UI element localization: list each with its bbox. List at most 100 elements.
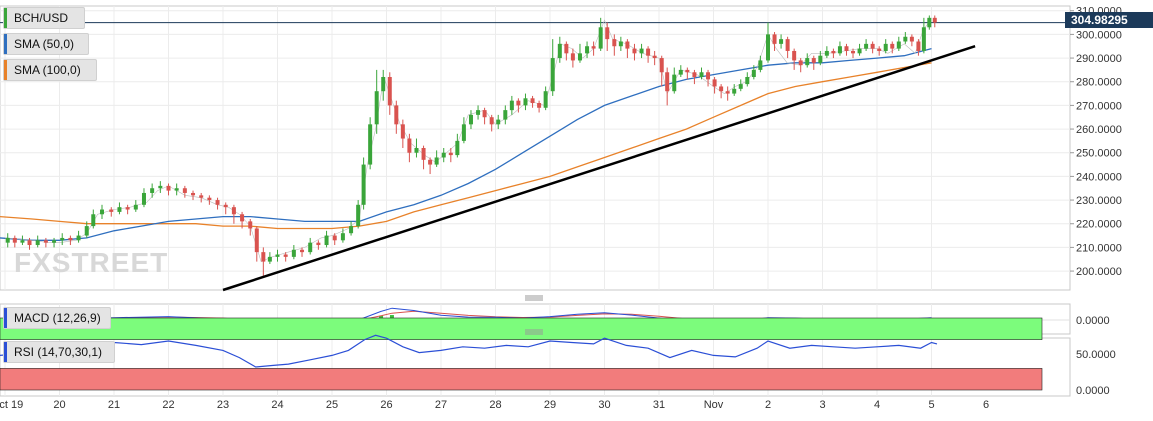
legend-sma100[interactable]: SMA (100,0) [3,59,97,81]
candle-down [772,34,777,44]
candle-up [523,98,528,106]
candle-up [903,36,908,42]
candle-down [625,41,630,49]
candle-up [598,27,603,49]
candle-down [591,46,596,49]
price-tick-label: 270.0000 [1076,100,1122,112]
candle-down [605,27,610,40]
candle-up [368,124,373,165]
candle-up [699,72,704,77]
rsi-overbought-zone [0,317,1043,340]
candle-up [84,226,89,236]
candle-down [248,221,253,229]
candle-up [133,204,138,210]
candle-down [489,117,494,125]
candle-up [5,237,10,243]
sma100-line [0,62,932,230]
candle-down [564,43,569,54]
candle-down [12,237,17,243]
candle-down [407,138,412,153]
candle-up [324,235,329,246]
candle-up [896,41,901,49]
candle-down [792,50,797,61]
candle-up [35,240,40,246]
candle-up [557,43,562,59]
candle-down [659,58,664,73]
x-tick-label: 27 [435,399,447,411]
candle-up [857,48,862,54]
candle-up [672,74,677,92]
candle-down [632,48,637,54]
candle-up [117,207,122,212]
candle-up [758,60,763,70]
candle-down [482,110,487,118]
candle-up [639,48,644,54]
candle-down [692,72,697,77]
rsi-line [0,334,938,368]
candle-up [585,46,590,54]
candle-up [441,152,446,158]
candle-down [916,41,921,51]
candle-down [240,214,245,222]
candle-up [267,256,272,262]
candle-down [27,240,32,246]
candle-down [394,105,399,125]
candle-up [476,110,481,115]
candle-down [109,209,114,212]
legend-sma50-label: SMA (50,0) [14,37,75,51]
x-tick-label: 25 [326,399,338,411]
candle-down [68,237,73,241]
series-layer [0,15,1070,391]
candle-up [141,192,146,205]
candle-up [805,58,810,66]
candle-down [890,43,895,49]
candle-down [223,204,228,208]
candle-down [261,252,266,262]
x-tick-label: Nov [704,399,724,411]
candle-up [349,226,354,234]
legend-sma50[interactable]: SMA (50,0) [3,33,89,55]
candle-up [100,209,105,215]
legend-rsi[interactable]: RSI (14,70,30,1) [3,341,115,363]
candle-up [414,148,419,153]
legend-macd[interactable]: MACD (12,26,9) [3,307,111,329]
candle-up [824,50,829,56]
candle-down [316,242,321,246]
fxstreet-watermark: FXSTREET [14,247,168,278]
candle-up [20,240,25,243]
price-tick-label: 210.0000 [1076,242,1122,254]
price-panel-frame [0,5,1071,291]
candle-down [570,53,575,61]
candle-up [291,249,296,257]
candle-up [550,58,555,92]
x-tick-label: 5 [928,399,934,411]
candle-up [766,34,770,61]
legend-color-swatch [4,8,7,28]
candle-up [678,69,683,75]
x-tick-label: 21 [108,399,120,411]
axes-layer: 310.0000300.0000290.0000280.0000270.0000… [0,6,1122,411]
candle-down [646,48,651,56]
candle-down [421,148,426,160]
price-tick-label: 220.0000 [1076,219,1122,231]
price-tick-label: 300.0000 [1076,29,1122,41]
x-tick-label: 30 [598,399,610,411]
candle-up [921,27,926,51]
candle-down [125,207,130,210]
candle-down [332,235,337,241]
candle-up [52,240,57,243]
x-tick-label: 22 [162,399,174,411]
candle-up [503,110,508,120]
candle-down [530,98,535,104]
candle-up [779,39,784,44]
sma50-line [0,47,932,241]
candle-up [374,91,379,125]
candle-down [207,197,212,201]
legend-symbol[interactable]: BCH/USD [3,7,85,29]
candle-down [932,17,937,23]
legend-color-swatch [4,60,7,80]
candle-down [877,48,882,51]
candle-down [665,72,670,92]
candle-down [785,39,790,51]
